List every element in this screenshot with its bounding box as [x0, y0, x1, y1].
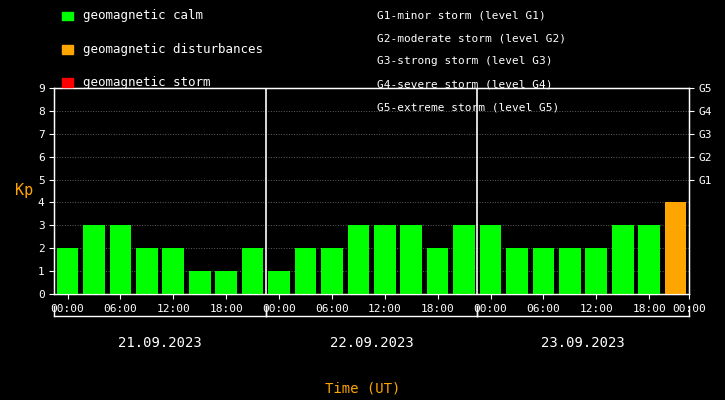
Bar — [347, 225, 369, 294]
Bar — [585, 248, 607, 294]
Bar — [506, 248, 528, 294]
Text: 22.09.2023: 22.09.2023 — [330, 336, 413, 350]
Bar — [427, 248, 449, 294]
Bar — [83, 225, 105, 294]
Bar — [294, 248, 316, 294]
Bar — [453, 225, 475, 294]
Text: geomagnetic storm: geomagnetic storm — [83, 76, 211, 89]
Bar — [480, 225, 502, 294]
Bar — [136, 248, 158, 294]
Bar — [57, 248, 78, 294]
Text: geomagnetic calm: geomagnetic calm — [83, 10, 204, 22]
Bar — [374, 225, 396, 294]
Bar — [533, 248, 554, 294]
Bar — [665, 202, 687, 294]
Bar — [162, 248, 184, 294]
Bar — [559, 248, 581, 294]
Bar — [321, 248, 343, 294]
Bar — [612, 225, 634, 294]
Text: 21.09.2023: 21.09.2023 — [118, 336, 202, 350]
Text: G4-severe storm (level G4): G4-severe storm (level G4) — [377, 80, 552, 90]
Bar — [400, 225, 422, 294]
Text: geomagnetic disturbances: geomagnetic disturbances — [83, 43, 263, 56]
Bar — [215, 271, 237, 294]
Text: Time (UT): Time (UT) — [325, 382, 400, 396]
Text: 23.09.2023: 23.09.2023 — [541, 336, 625, 350]
Y-axis label: Kp: Kp — [15, 184, 33, 198]
Text: G3-strong storm (level G3): G3-strong storm (level G3) — [377, 56, 552, 66]
Text: G2-moderate storm (level G2): G2-moderate storm (level G2) — [377, 33, 566, 43]
Bar — [241, 248, 263, 294]
Text: G5-extreme storm (level G5): G5-extreme storm (level G5) — [377, 103, 559, 113]
Bar — [268, 271, 290, 294]
Bar — [109, 225, 131, 294]
Text: G1-minor storm (level G1): G1-minor storm (level G1) — [377, 10, 546, 20]
Bar — [189, 271, 210, 294]
Bar — [638, 225, 660, 294]
